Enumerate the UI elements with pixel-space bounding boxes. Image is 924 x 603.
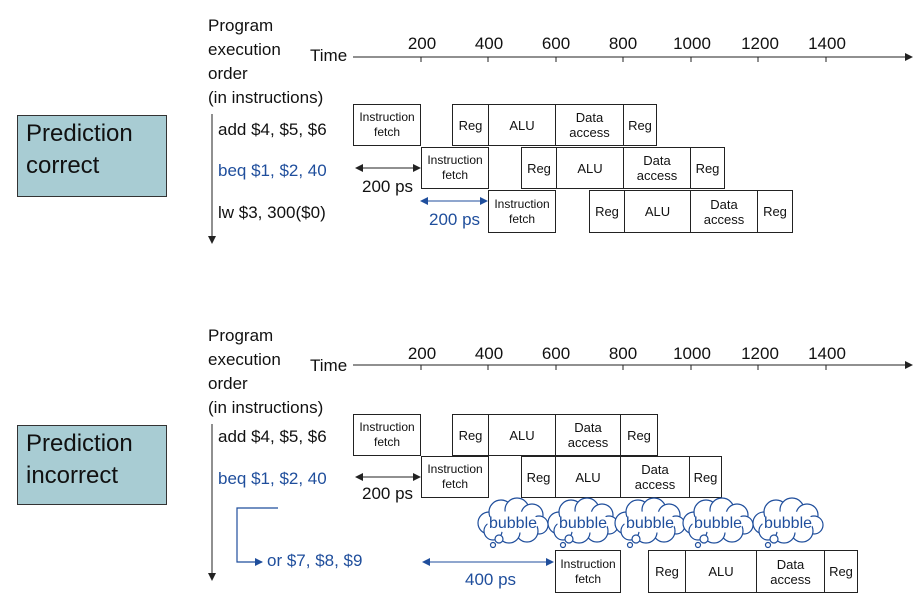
- stage-reg: Reg: [824, 550, 858, 593]
- stage-if: Instruction fetch: [488, 190, 556, 233]
- pe-line-4: (in instructions): [208, 88, 324, 107]
- tick-1400: 1400: [808, 34, 846, 53]
- stage-reg: Reg: [589, 190, 625, 233]
- pe-line-3: order: [208, 64, 248, 83]
- pe-line-1: Program: [208, 16, 274, 35]
- tick-200: 200: [407, 34, 437, 53]
- stage-mem: Data access: [690, 190, 758, 233]
- stage-reg: Reg: [689, 456, 722, 498]
- prediction-incorrect-label: Prediction incorrect: [17, 425, 167, 505]
- instr-add: add $4, $5, $6: [218, 120, 327, 139]
- stage-if: Instruction fetch: [555, 550, 621, 593]
- label-line-2: incorrect: [26, 462, 119, 489]
- stage-reg: Reg: [757, 190, 793, 233]
- tick-800: 800: [608, 34, 638, 53]
- tick-1200: 1200: [741, 344, 779, 363]
- stage-mem: Data access: [756, 550, 825, 593]
- bubble-cloud: bubble: [682, 497, 754, 549]
- tick-400: 400: [474, 34, 504, 53]
- delay-label: 200 ps: [362, 177, 414, 196]
- tick-1200: 1200: [741, 34, 779, 53]
- delay-label: 200 ps: [362, 484, 414, 503]
- stage-if: Instruction fetch: [421, 456, 489, 498]
- branch-arrow: [236, 507, 278, 566]
- program-order-label: Program execution order (in instructions…: [208, 14, 323, 110]
- bubble-label: bubble: [764, 515, 812, 532]
- stage-mem: Data access: [555, 414, 621, 456]
- time-label: Time: [310, 356, 348, 375]
- stage-alu: ALU: [685, 550, 757, 593]
- bubble-cloud: bubble: [614, 497, 686, 549]
- instr-beq: beq $1, $2, 40: [218, 161, 327, 180]
- stage-alu: ALU: [556, 147, 624, 189]
- delay-label: 400 ps: [465, 570, 517, 589]
- instr-beq: beq $1, $2, 40: [218, 469, 327, 488]
- stage-reg: Reg: [521, 147, 557, 189]
- stage-if: Instruction fetch: [421, 147, 489, 189]
- axis-ticks: [420, 57, 827, 62]
- tick-1000: 1000: [673, 34, 711, 53]
- pe-line-2: execution: [208, 40, 281, 59]
- label-line-1: Prediction: [26, 120, 133, 147]
- bubble-row: bubble bubble bubble bubble bubble: [477, 497, 824, 549]
- instr-lw: lw $3, 300($0): [218, 203, 326, 222]
- stage-reg: Reg: [648, 550, 686, 593]
- bubble-label: bubble: [559, 515, 607, 532]
- stage-reg: Reg: [690, 147, 725, 189]
- stage-reg: Reg: [521, 456, 556, 498]
- pe-line-1: Program: [208, 326, 274, 345]
- bubble-label: bubble: [489, 515, 537, 532]
- bubble-cloud: bubble: [547, 497, 619, 549]
- pe-line-3: order: [208, 374, 248, 393]
- stage-reg: Reg: [623, 104, 657, 146]
- tick-400: 400: [474, 344, 504, 363]
- bubble-cloud: bubble: [752, 497, 824, 549]
- stage-if: Instruction fetch: [353, 414, 421, 456]
- axis-ticks: [420, 365, 827, 370]
- tick-1400: 1400: [808, 344, 846, 363]
- bubble-label: bubble: [694, 515, 742, 532]
- stage-reg: Reg: [452, 104, 489, 146]
- bubble-cloud: bubble: [477, 497, 549, 549]
- tick-600: 600: [541, 344, 571, 363]
- tick-200: 200: [407, 344, 437, 363]
- delay-label: 200 ps: [429, 210, 481, 229]
- pe-line-4: (in instructions): [208, 398, 324, 417]
- time-label: Time: [310, 46, 348, 65]
- stage-alu: ALU: [488, 414, 556, 456]
- tick-1000: 1000: [673, 344, 711, 363]
- stage-alu: ALU: [488, 104, 556, 146]
- stage-mem: Data access: [620, 456, 690, 498]
- stage-reg: Reg: [620, 414, 658, 456]
- stage-if: Instruction fetch: [353, 104, 421, 146]
- pe-line-2: execution: [208, 350, 281, 369]
- instr-or: or $7, $8, $9: [267, 551, 363, 570]
- stage-mem: Data access: [555, 104, 624, 146]
- tick-600: 600: [541, 34, 571, 53]
- stage-reg: Reg: [452, 414, 489, 456]
- instr-add: add $4, $5, $6: [218, 427, 327, 446]
- tick-800: 800: [608, 344, 638, 363]
- prediction-correct-label: Prediction correct: [17, 115, 167, 197]
- label-line-1: Prediction: [26, 430, 133, 457]
- bubble-label: bubble: [626, 515, 674, 532]
- program-order-label: Program execution order (in instructions…: [208, 324, 323, 420]
- label-line-2: correct: [26, 152, 100, 179]
